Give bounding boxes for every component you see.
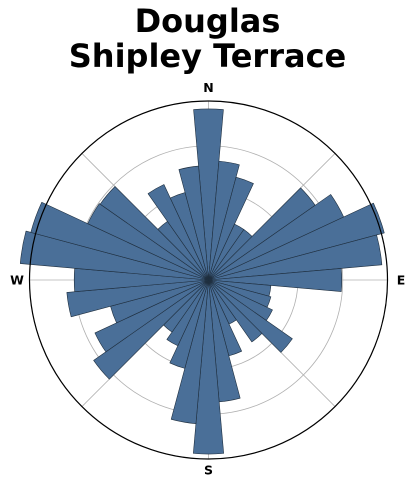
chart-title-line-2: Shipley Terrace bbox=[68, 37, 347, 75]
direction-bar-130deg bbox=[208, 279, 293, 353]
direction-label-e: E bbox=[397, 273, 406, 288]
direction-bar-200deg bbox=[169, 279, 209, 369]
direction-bar-140deg bbox=[208, 279, 263, 343]
direction-bar-260deg bbox=[66, 279, 209, 318]
direction-bar-180deg bbox=[193, 279, 224, 455]
direction-bar-310deg bbox=[99, 186, 209, 281]
direction-bar-90deg bbox=[208, 268, 343, 292]
direction-bar-330deg bbox=[147, 184, 209, 281]
direction-bar-70deg bbox=[208, 202, 385, 281]
direction-bar-210deg bbox=[166, 279, 209, 347]
direction-bar-300deg bbox=[87, 203, 209, 281]
direction-label-n: N bbox=[203, 80, 213, 95]
direction-label-w: W bbox=[10, 273, 24, 288]
direction-bars bbox=[19, 108, 385, 455]
direction-bar-240deg bbox=[94, 279, 209, 353]
polar-frame bbox=[28, 100, 389, 460]
direction-bar-20deg bbox=[208, 176, 254, 281]
direction-bar-230deg bbox=[93, 279, 209, 380]
direction-bar-350deg bbox=[178, 165, 209, 281]
chart-title: Douglas Shipley Terrace bbox=[0, 4, 415, 74]
direction-bar-290deg bbox=[30, 201, 209, 281]
direction-bar-280deg bbox=[19, 230, 209, 281]
direction-label-s: S bbox=[204, 463, 213, 478]
direction-bar-0deg bbox=[193, 108, 224, 281]
chart-title-line-1: Douglas bbox=[134, 2, 281, 40]
direction-bar-80deg bbox=[208, 234, 383, 281]
